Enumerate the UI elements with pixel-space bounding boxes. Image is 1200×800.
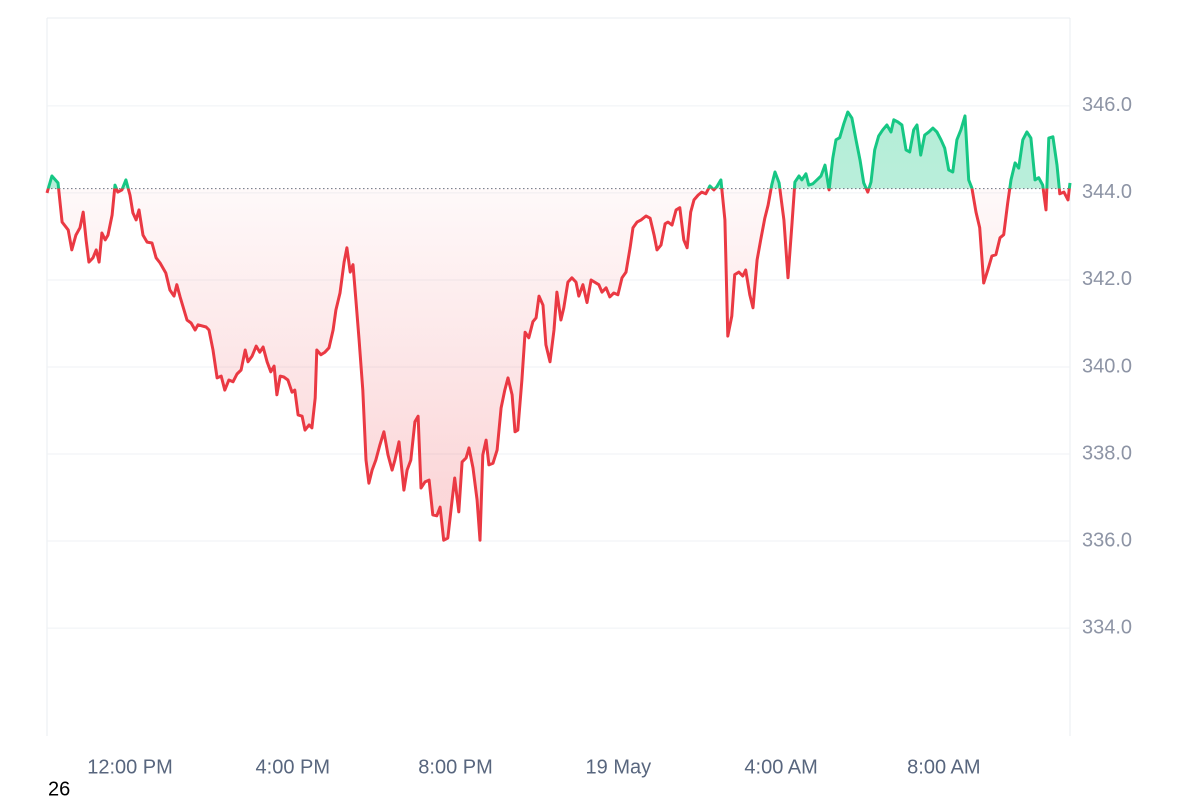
- y-tick-label: 334.0: [1082, 616, 1132, 638]
- x-tick-label: 4:00 AM: [744, 756, 817, 778]
- price-line: [45, 110, 1072, 542]
- x-tick-label: 4:00 PM: [256, 756, 330, 778]
- corner-label: 26: [48, 778, 70, 800]
- x-tick-label: 19 May: [586, 756, 652, 778]
- y-tick-label: 340.0: [1082, 355, 1132, 377]
- area-fill: [47, 112, 1070, 541]
- x-tick-label: 12:00 PM: [87, 756, 173, 778]
- y-tick-label: 338.0: [1082, 442, 1132, 464]
- y-tick-label: 346.0: [1082, 94, 1132, 116]
- y-tick-label: 344.0: [1082, 181, 1132, 203]
- y-tick-label: 342.0: [1082, 268, 1132, 290]
- x-tick-label: 8:00 PM: [418, 756, 492, 778]
- y-tick-label: 336.0: [1082, 529, 1132, 551]
- x-tick-label: 8:00 AM: [907, 756, 980, 778]
